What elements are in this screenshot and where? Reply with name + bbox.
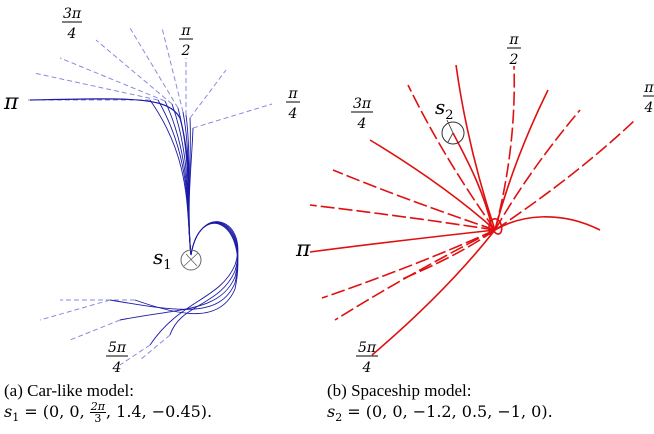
caption-a-math: s1 = (0, 0, 2π 3, 1.4, −0.45). [4, 400, 213, 425]
panel-b-start-circle [441, 121, 465, 145]
panel-a-start-heading [183, 252, 199, 267]
panel-a-dash-ray [59, 57, 166, 102]
panel-a-label-3pi4: 3π 4 [62, 6, 82, 42]
svg-text:3π: 3π [353, 96, 372, 112]
svg-text:4: 4 [67, 26, 77, 42]
caption-b-title: (b) Spaceship model: [327, 381, 472, 400]
panel-a-trajectory [134, 223, 239, 315]
panel-a-dash-ray [39, 299, 111, 321]
svg-text:π: π [3, 90, 19, 115]
panel-b-trajectory [321, 229, 496, 299]
panel-a-label-pi4: π 4 [286, 86, 300, 122]
panel-a-main-trajectory [29, 98, 192, 256]
panel-b-trajectory [494, 119, 636, 231]
svg-text:3π: 3π [63, 6, 82, 22]
svg-text:4: 4 [362, 360, 372, 376]
panel-a-trajectories [29, 98, 239, 346]
panel-a-trajectory [149, 221, 239, 346]
panel-a-dash-ray [139, 334, 171, 361]
panel-a-car-like: s1 3π 4 π 2 π π 4 5π 4 [3, 6, 300, 376]
panel-b-trajectory [332, 169, 496, 231]
panel-b-start-label: s2 [435, 95, 454, 123]
panel-b-trajectory [494, 109, 581, 231]
panel-a-label-pi2: π 2 [179, 23, 193, 59]
panel-a-dash-ray [161, 27, 184, 113]
panel-b-trajectory [371, 229, 496, 356]
svg-text:2: 2 [181, 43, 191, 59]
panel-a-dash-ray [189, 69, 227, 119]
svg-text:5π: 5π [108, 340, 127, 356]
panel-b-label-5pi4: 5π 4 [356, 340, 378, 376]
caption-b-math: s2 = (0, 0, −1.2, 0.5, −1, 0). [327, 402, 553, 425]
panel-b-label-pi: π [295, 237, 311, 262]
panel-a-trajectory [119, 222, 239, 321]
caption-b: (b) Spaceship model: s2 = (0, 0, −1.2, 0… [327, 380, 553, 428]
caption-a: (a) Car-like model: s1 = (0, 0, 2π 3, 1.4… [4, 380, 212, 428]
panel-a-trajectory [109, 222, 239, 310]
panel-b-trajectory [455, 64, 496, 231]
svg-text:5π: 5π [358, 340, 377, 356]
panel-a-dash-ray [69, 319, 121, 341]
panel-b-trajectory [309, 229, 496, 253]
svg-text:4: 4 [112, 360, 122, 376]
panel-b-spaceship: s2 3π 4 π 2 π π 4 5π 4 [295, 32, 654, 376]
panel-b-trajectory [399, 229, 496, 281]
panel-a-trajectory [169, 221, 239, 336]
panel-b-start-heading [446, 119, 454, 143]
svg-text:π: π [295, 237, 311, 262]
svg-text:2: 2 [509, 52, 519, 68]
svg-text:π: π [508, 32, 519, 48]
panel-a-trajectory [157, 99, 192, 256]
svg-text:π: π [287, 86, 298, 102]
panel-a-dashed-rays [28, 27, 273, 366]
panel-a-dash-ray [95, 39, 173, 105]
panel-a-start-circle [180, 249, 202, 271]
panel-b-label-3pi4: 3π 4 [351, 96, 373, 132]
panel-b-label-pi2: π 2 [507, 32, 521, 68]
panel-a-start-label: s1 [153, 245, 172, 273]
svg-text:4: 4 [288, 106, 298, 122]
panel-b-trajectory [407, 84, 496, 231]
panel-b-trajectory [494, 89, 549, 231]
panel-a-dash-ray [192, 103, 273, 129]
svg-text:4: 4 [357, 116, 367, 132]
panel-b-trajectories [309, 64, 636, 356]
svg-text:π: π [643, 80, 654, 96]
panel-b-trajectory [309, 204, 496, 231]
panel-b-label-pi4: π 4 [643, 80, 654, 116]
svg-text:4: 4 [644, 100, 654, 116]
svg-text:π: π [180, 23, 191, 39]
caption-a-title: (a) Car-like model: [4, 381, 134, 400]
panel-a-dash-ray [119, 344, 151, 366]
panel-b-trajectory [494, 65, 516, 231]
panel-b-start-trajectory [452, 132, 503, 236]
panel-a-label-pi: π [3, 90, 19, 115]
panel-b-trajectory [334, 229, 496, 321]
panel-b-trajectory [494, 216, 601, 231]
panel-b-trajectory [369, 139, 496, 231]
panel-a-label-5pi4: 5π 4 [106, 340, 128, 376]
panel-a-dash-ray [33, 72, 159, 101]
